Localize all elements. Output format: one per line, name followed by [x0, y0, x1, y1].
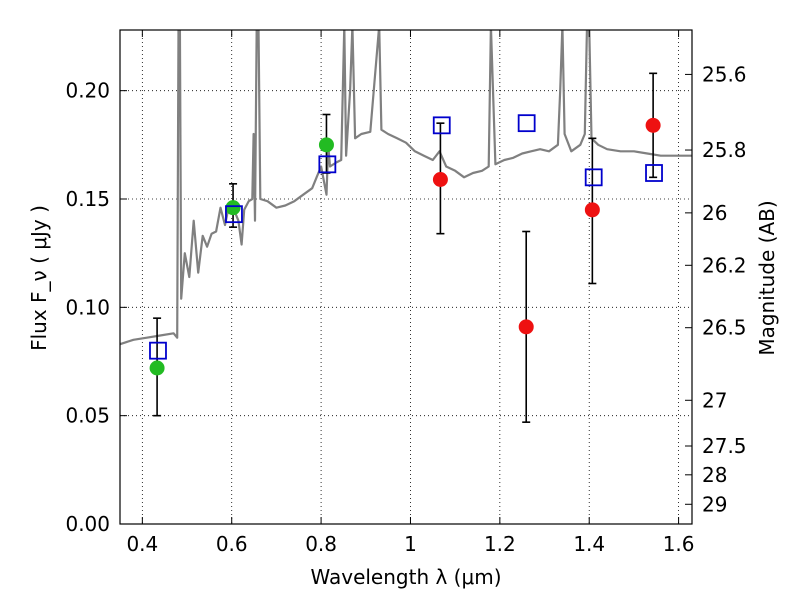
right-tick-label: 26: [702, 201, 727, 225]
spectrum-path: [120, 30, 692, 346]
y-tick-label: 0.10: [65, 295, 110, 319]
red-point: [584, 202, 600, 218]
green-point: [225, 200, 241, 216]
model-square: [517, 114, 536, 133]
model-square: [432, 116, 451, 135]
y-tick-label: 0.20: [65, 79, 110, 103]
y-tick-label: 0.00: [65, 512, 110, 536]
x-tick-label: 0.4: [126, 532, 158, 556]
plot-frame: [119, 29, 693, 525]
y-axis-title: Flux F_ν ( μJy ): [27, 205, 51, 351]
x-axis-title: Wavelength λ (μm): [310, 565, 501, 589]
x-tick-label: 0.6: [216, 532, 248, 556]
right-tick-label: 27.5: [702, 434, 747, 458]
red-point: [645, 117, 661, 133]
gridlines: [120, 30, 692, 525]
right-tick-label: 28: [702, 463, 727, 487]
right-tick-label: 27: [702, 388, 727, 412]
error-bars: [153, 72, 658, 423]
right-axis-title: Magnitude (AB): [755, 200, 779, 355]
right-tick-label: 26.2: [702, 253, 747, 277]
x-tick-label: 1: [404, 532, 417, 556]
model-square: [645, 164, 663, 182]
axis-ticks: 0.4 0.6 0.8 1 1.2 1.4 1.6 0.00 0.05 0.10 0.15 0.20 2…: [65, 30, 747, 556]
model-square: [318, 155, 337, 174]
x-tick-label: 0.8: [305, 532, 337, 556]
right-tick-label: 26.5: [702, 316, 747, 340]
data-points: [149, 114, 663, 376]
model-square: [149, 341, 167, 360]
x-tick-label: 1.6: [663, 532, 695, 556]
right-tick-label: 25.6: [702, 62, 747, 86]
model-square: [225, 205, 243, 224]
green-point: [149, 360, 165, 376]
model-square: [584, 168, 603, 187]
y-tick-label: 0.05: [65, 404, 110, 428]
x-tick-label: 1.2: [484, 532, 516, 556]
x-axis-title-text: Wavelength λ (μm): [310, 565, 501, 589]
red-point: [432, 172, 448, 187]
spectrum-line: [120, 30, 692, 346]
red-point: [518, 319, 534, 335]
right-tick-label: 29: [702, 492, 727, 516]
y-tick-label: 0.15: [65, 187, 110, 211]
x-tick-label: 1.4: [573, 532, 605, 556]
right-tick-label: 25.8: [702, 138, 747, 162]
green-point: [318, 137, 334, 153]
